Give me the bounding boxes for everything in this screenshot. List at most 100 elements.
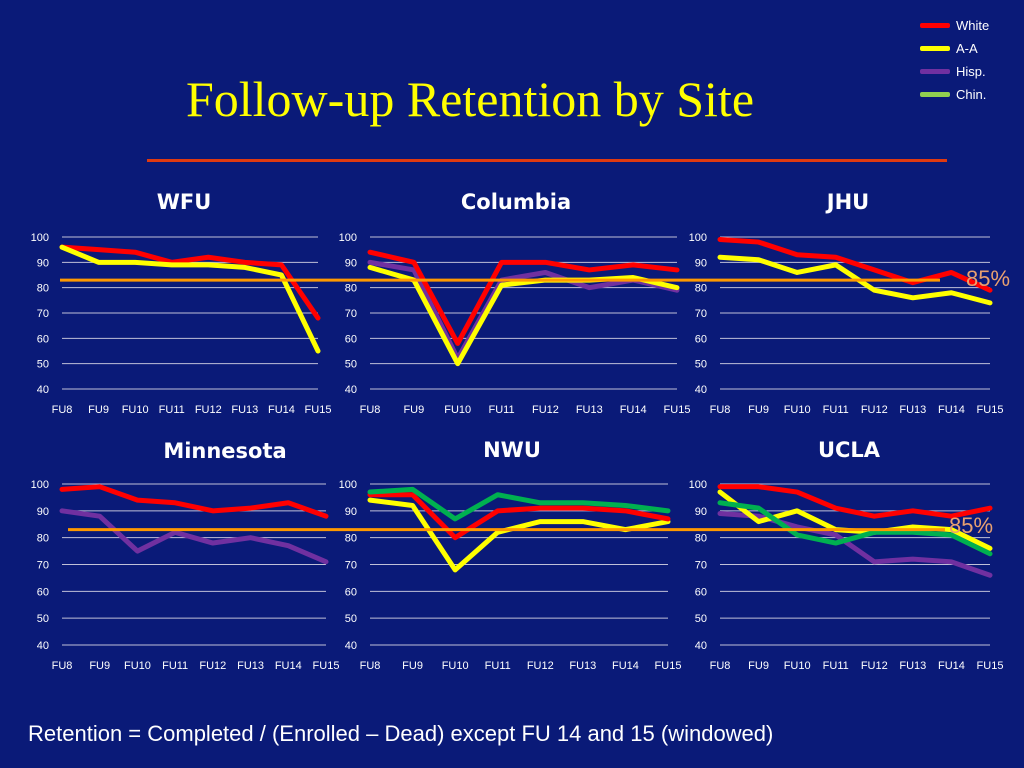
series-line-columbia-aa — [367, 264, 680, 367]
x-tick-label-wfu-fu8: FU8 — [52, 404, 73, 416]
x-tick-label-jhu-fu12: FU12 — [861, 404, 888, 416]
y-tick-label-nwu-50: 50 — [345, 613, 357, 625]
x-tick-label-wfu-fu12: FU12 — [195, 404, 222, 416]
legend-item-chin: Chin. — [920, 83, 989, 106]
x-tick-label-columbia-fu8: FU8 — [360, 404, 381, 416]
y-tick-label-jhu-60: 60 — [695, 333, 707, 345]
x-tick-label-minnesota-fu8: FU8 — [52, 660, 73, 672]
y-tick-label-columbia-70: 70 — [345, 308, 357, 320]
x-tick-label-columbia-fu10: FU10 — [444, 404, 471, 416]
footer-note: Retention = Completed / (Enrolled – Dead… — [28, 721, 774, 746]
x-tick-label-nwu-fu12: FU12 — [527, 660, 554, 672]
series-line-nwu-chin — [367, 486, 671, 522]
y-tick-label-minnesota-40: 40 — [37, 640, 49, 652]
x-tick-label-wfu-fu15: FU15 — [305, 404, 332, 416]
y-tick-label-wfu-70: 70 — [37, 308, 49, 320]
chart-title-ucla: UCLA — [818, 438, 881, 462]
x-tick-label-ucla-fu11: FU11 — [823, 660, 849, 672]
x-tick-label-jhu-fu10: FU10 — [784, 404, 811, 416]
chart-title-columbia: Columbia — [461, 190, 571, 214]
x-tick-label-jhu-fu14: FU14 — [938, 404, 965, 416]
legend-label-chin: Chin. — [956, 87, 987, 102]
x-tick-label-minnesota-fu11: FU11 — [162, 660, 188, 672]
y-tick-label-minnesota-100: 100 — [31, 479, 49, 491]
x-tick-label-ucla-fu12: FU12 — [861, 660, 888, 672]
series-line-jhu-white — [717, 237, 993, 293]
y-tick-label-columbia-80: 80 — [345, 283, 357, 295]
x-tick-label-wfu-fu9: FU9 — [88, 404, 109, 416]
x-tick-label-jhu-fu13: FU13 — [899, 404, 926, 416]
x-tick-label-nwu-fu13: FU13 — [569, 660, 596, 672]
y-tick-label-ucla-100: 100 — [689, 479, 707, 491]
series-line-columbia-white — [367, 249, 680, 346]
x-tick-label-columbia-fu13: FU13 — [576, 404, 603, 416]
y-tick-label-minnesota-80: 80 — [37, 533, 49, 545]
y-tick-label-columbia-90: 90 — [345, 257, 357, 269]
x-tick-label-minnesota-fu13: FU13 — [237, 660, 264, 672]
x-tick-label-jhu-fu15: FU15 — [977, 404, 1004, 416]
y-tick-label-wfu-60: 60 — [37, 333, 49, 345]
x-tick-label-ucla-fu9: FU9 — [748, 660, 769, 672]
legend-item-aa: A-A — [920, 37, 989, 60]
y-tick-label-columbia-40: 40 — [345, 384, 357, 396]
series-line-ucla-chin — [717, 500, 993, 557]
legend: White A-A Hisp. Chin. — [920, 14, 989, 106]
x-tick-label-ucla-fu15: FU15 — [977, 660, 1004, 672]
series-line-ucla-white — [717, 484, 993, 519]
x-tick-label-columbia-fu15: FU15 — [664, 404, 691, 416]
y-tick-label-wfu-100: 100 — [31, 232, 49, 244]
page-title: Follow-up Retention by Site — [185, 71, 755, 127]
x-tick-label-nwu-fu11: FU11 — [485, 660, 511, 672]
x-tick-label-nwu-fu15: FU15 — [655, 660, 682, 672]
x-tick-label-columbia-fu14: FU14 — [620, 404, 647, 416]
x-tick-label-columbia-fu9: FU9 — [403, 404, 424, 416]
y-tick-label-columbia-60: 60 — [345, 333, 357, 345]
legend-swatch-hisp — [920, 69, 950, 74]
chart-title-wfu: WFU — [157, 190, 212, 214]
y-tick-label-jhu-100: 100 — [689, 232, 707, 244]
chart-title-jhu: JHU — [825, 190, 869, 214]
x-tick-label-wfu-fu14: FU14 — [268, 404, 295, 416]
x-tick-label-nwu-fu10: FU10 — [442, 660, 469, 672]
series-line-nwu-white — [367, 492, 671, 541]
x-tick-label-minnesota-fu12: FU12 — [199, 660, 226, 672]
series-line-wfu-aa — [59, 244, 321, 354]
x-tick-label-ucla-fu13: FU13 — [899, 660, 926, 672]
x-tick-label-wfu-fu10: FU10 — [122, 404, 149, 416]
series-line-minnesota-white — [59, 484, 329, 519]
y-tick-label-wfu-50: 50 — [37, 359, 49, 371]
y-tick-label-jhu-80: 80 — [695, 283, 707, 295]
y-tick-label-columbia-50: 50 — [345, 359, 357, 371]
x-tick-label-columbia-fu12: FU12 — [532, 404, 559, 416]
title-underline — [147, 159, 947, 162]
x-tick-label-ucla-fu8: FU8 — [710, 660, 731, 672]
y-tick-label-columbia-100: 100 — [339, 232, 357, 244]
y-tick-label-wfu-90: 90 — [37, 257, 49, 269]
y-tick-label-nwu-40: 40 — [345, 640, 357, 652]
legend-swatch-white — [920, 23, 950, 28]
y-tick-label-wfu-40: 40 — [37, 384, 49, 396]
y-tick-label-ucla-40: 40 — [695, 640, 707, 652]
y-tick-label-jhu-50: 50 — [695, 359, 707, 371]
legend-item-hisp: Hisp. — [920, 60, 989, 83]
y-tick-label-nwu-90: 90 — [345, 506, 357, 518]
legend-label-white: White — [956, 18, 990, 33]
x-tick-label-columbia-fu11: FU11 — [489, 404, 515, 416]
x-tick-label-minnesota-fu15: FU15 — [313, 660, 340, 672]
legend-swatch-aa — [920, 46, 950, 51]
y-tick-label-ucla-60: 60 — [695, 586, 707, 598]
legend-item-white: White — [920, 14, 989, 37]
series-line-wfu-white — [59, 244, 321, 321]
y-tick-label-ucla-50: 50 — [695, 613, 707, 625]
y-tick-label-nwu-60: 60 — [345, 586, 357, 598]
y-tick-label-jhu-90: 90 — [695, 257, 707, 269]
x-tick-label-nwu-fu14: FU14 — [612, 660, 639, 672]
x-tick-label-nwu-fu9: FU9 — [402, 660, 423, 672]
y-tick-label-minnesota-70: 70 — [37, 560, 49, 572]
y-tick-label-minnesota-60: 60 — [37, 586, 49, 598]
x-tick-label-wfu-fu11: FU11 — [159, 404, 185, 416]
chart-title-minnesota: Minnesota — [163, 439, 286, 463]
y-tick-label-ucla-70: 70 — [695, 560, 707, 572]
chart-title-nwu: NWU — [483, 438, 541, 462]
